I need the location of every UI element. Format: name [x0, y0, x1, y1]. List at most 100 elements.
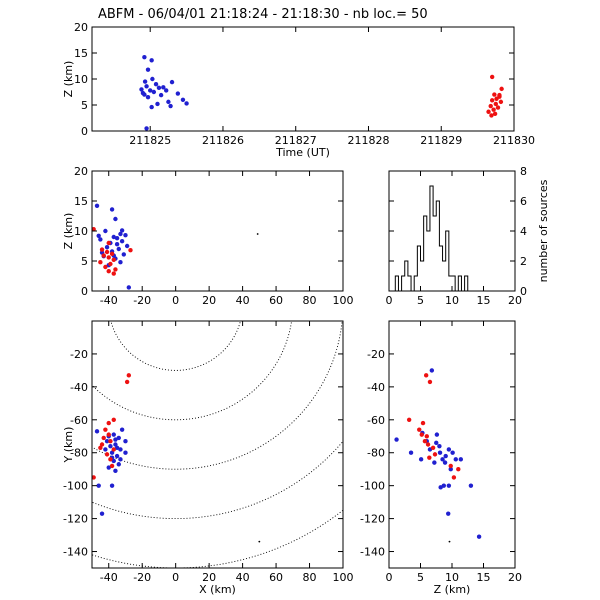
y-tick-label: 4	[520, 225, 527, 238]
data-point	[408, 450, 414, 455]
data-point	[114, 236, 120, 241]
data-point	[486, 109, 491, 114]
data-point	[438, 485, 443, 490]
data-point	[126, 373, 132, 378]
data-point	[108, 457, 113, 462]
data-point	[175, 91, 181, 96]
data-point	[425, 442, 431, 447]
data-point	[106, 269, 111, 274]
y-tick-label: 6	[520, 195, 527, 208]
data-point	[109, 463, 115, 469]
x-tick-label: -40	[100, 571, 118, 584]
x-tick-label: 0	[386, 571, 393, 584]
x-tick-label: 100	[333, 571, 354, 584]
data-point	[422, 439, 428, 444]
data-point	[123, 450, 128, 455]
x-tick-label: 100	[333, 294, 354, 307]
x-tick-label: 5	[417, 571, 424, 584]
x-tick-label: 80	[303, 571, 317, 584]
data-point	[119, 239, 125, 244]
data-point	[437, 450, 443, 455]
data-point	[114, 242, 120, 247]
data-point	[446, 447, 452, 452]
data-point	[493, 101, 499, 107]
x-tick-label: 20	[202, 294, 216, 307]
y-tick-label: 20	[74, 165, 88, 178]
x_y-plot-area	[92, 321, 343, 568]
data-point	[184, 101, 189, 106]
data-point	[116, 435, 121, 441]
data-point	[99, 247, 105, 252]
data-point	[142, 79, 148, 84]
data-point	[494, 96, 499, 101]
data-point	[108, 261, 113, 267]
data-point	[427, 455, 432, 460]
x-tick-label: 211828	[347, 134, 389, 147]
y-axis-label: Y (km)	[62, 427, 75, 464]
y-tick-label: -140	[360, 546, 385, 559]
data-point	[111, 458, 116, 464]
y-tick-label: -60	[367, 414, 385, 427]
x-tick-label: 40	[236, 571, 250, 584]
z_y-plot-area	[394, 368, 482, 543]
data-point	[499, 86, 504, 92]
data-point	[448, 540, 451, 543]
data-point	[453, 457, 458, 462]
x-tick-label: 60	[269, 571, 283, 584]
data-point	[448, 467, 453, 472]
figure-title: ABFM - 06/04/01 21:18:24 - 21:18:30 - nb…	[98, 7, 428, 22]
data-point	[150, 76, 155, 82]
data-point	[489, 74, 495, 80]
x-tick-label: 211825	[129, 134, 171, 147]
data-point	[103, 447, 108, 452]
data-point	[101, 253, 106, 258]
data-point	[440, 457, 445, 462]
data-point	[118, 260, 123, 265]
y-tick-label: -140	[63, 546, 88, 559]
data-point	[144, 84, 149, 89]
data-point	[104, 439, 110, 444]
data-point	[432, 452, 438, 457]
x_z-plot-area	[92, 203, 259, 290]
data-point	[101, 435, 106, 441]
data-point	[126, 285, 132, 290]
x-axis-label: Time (UT)	[275, 146, 330, 159]
data-point	[497, 92, 502, 98]
data-point	[113, 468, 118, 474]
histogram-plot-area	[389, 185, 515, 291]
data-point	[419, 432, 424, 437]
data-point	[149, 104, 154, 110]
y-tick-label: 0	[520, 285, 527, 298]
data-point	[456, 467, 461, 472]
data-point	[148, 88, 153, 93]
data-point	[119, 427, 125, 432]
data-point	[96, 483, 101, 488]
data-point	[113, 437, 118, 442]
y-tick-label: 10	[74, 73, 88, 86]
x-tick-label: 211829	[420, 134, 462, 147]
data-point	[427, 379, 433, 385]
x-tick-label: 10	[445, 294, 459, 307]
data-point	[106, 465, 111, 470]
data-point	[106, 255, 111, 260]
data-point	[98, 445, 103, 450]
x-tick-label: 80	[303, 294, 317, 307]
data-point	[256, 233, 259, 235]
data-point	[432, 460, 437, 465]
data-point	[458, 457, 464, 462]
y-axis-label: Z (km)	[62, 213, 75, 250]
data-point	[417, 427, 422, 432]
y-tick-label: -80	[367, 447, 385, 460]
data-point	[111, 417, 116, 422]
data-point	[123, 233, 128, 238]
data-point	[430, 445, 436, 450]
x-tick-label: 60	[269, 294, 283, 307]
x_z-frame	[91, 170, 344, 292]
data-point	[111, 257, 116, 262]
data-point	[113, 442, 118, 447]
data-point	[180, 97, 186, 103]
x-tick-label: 40	[236, 294, 250, 307]
y-tick-label: 0	[81, 285, 88, 298]
data-point	[106, 432, 111, 437]
